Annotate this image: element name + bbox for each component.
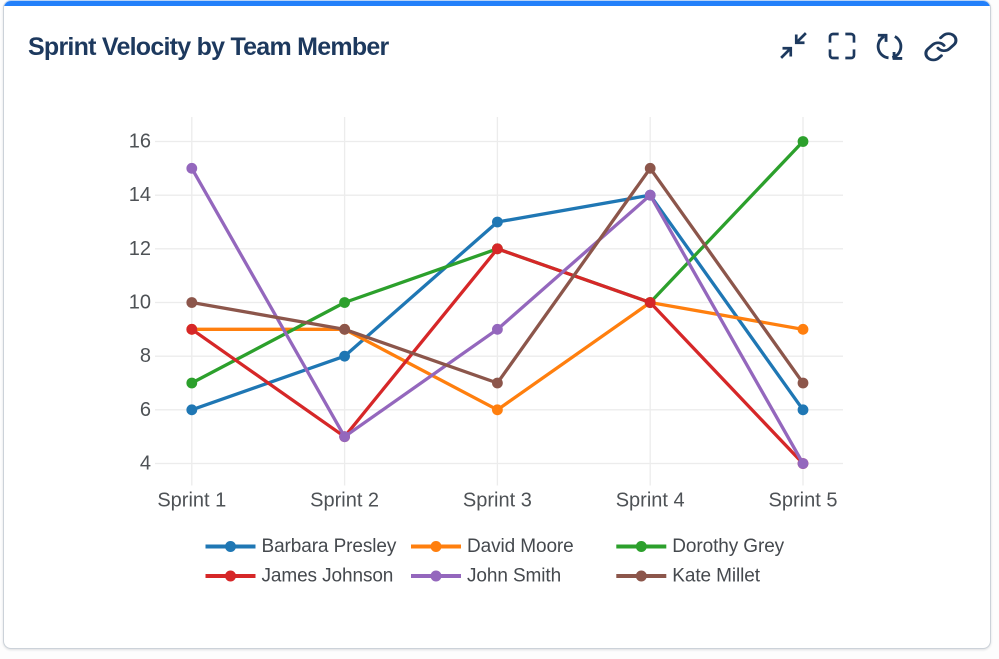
svg-text:6: 6 <box>140 399 151 421</box>
svg-text:Sprint 4: Sprint 4 <box>616 490 685 512</box>
svg-text:Sprint 3: Sprint 3 <box>463 490 532 512</box>
svg-text:Kate Millet: Kate Millet <box>672 566 760 587</box>
svg-text:Sprint 2: Sprint 2 <box>310 490 379 512</box>
svg-text:14: 14 <box>129 184 151 206</box>
svg-text:10: 10 <box>129 292 151 314</box>
svg-text:12: 12 <box>129 238 151 260</box>
svg-text:16: 16 <box>129 131 151 153</box>
svg-text:8: 8 <box>140 345 151 367</box>
svg-text:Sprint 1: Sprint 1 <box>157 490 226 512</box>
svg-text:Barbara Presley: Barbara Presley <box>262 536 397 557</box>
svg-text:James Johnson: James Johnson <box>262 566 394 587</box>
svg-text:4: 4 <box>140 453 151 475</box>
svg-text:Sprint 5: Sprint 5 <box>769 490 838 512</box>
svg-text:David Moore: David Moore <box>467 536 574 557</box>
svg-text:John Smith: John Smith <box>467 566 561 587</box>
svg-text:Dorothy Grey: Dorothy Grey <box>672 536 784 557</box>
